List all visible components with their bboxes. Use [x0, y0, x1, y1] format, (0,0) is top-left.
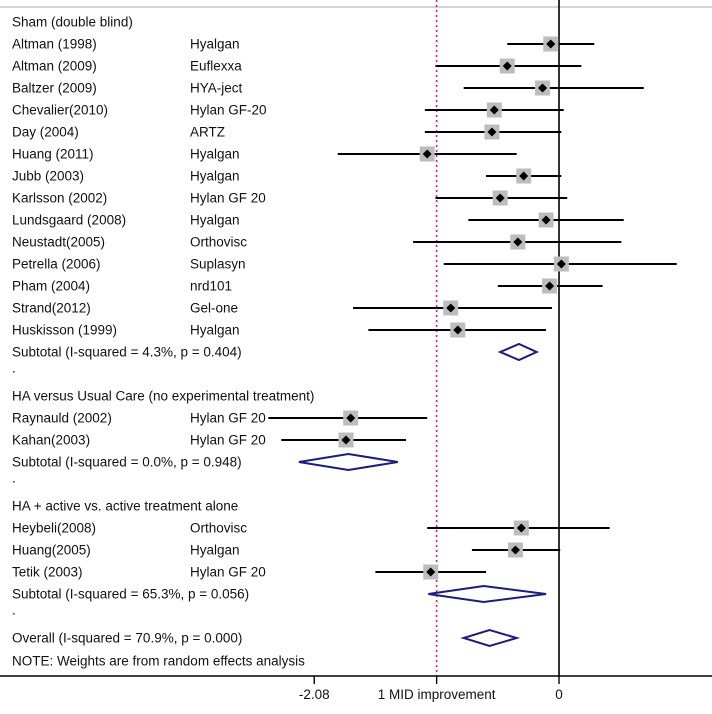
point-estimate: [516, 523, 526, 533]
study-product: Gel-one: [190, 301, 238, 316]
study-product: Hylan GF 20: [190, 565, 266, 580]
weights-note: NOTE: Weights are from random effects an…: [12, 654, 305, 669]
x-tick-label: 0: [555, 687, 563, 702]
group-header: HA + active vs. active treatment alone: [12, 499, 238, 514]
subtotal-label: Subtotal (I-squared = 4.3%, p = 0.404): [12, 345, 242, 360]
study-product: Orthovisc: [190, 521, 247, 536]
subtotal-diamond: [428, 584, 547, 604]
point-estimate: [510, 545, 520, 555]
study-product: Hylan GF-20: [190, 103, 267, 118]
study-product: Hyalgan: [190, 37, 240, 52]
point-estimate: [541, 215, 551, 225]
study-name: Strand(2012): [12, 301, 91, 316]
overall-label: Overall (I-squared = 70.9%, p = 0.000): [12, 631, 242, 646]
subtotal-diamond: [497, 342, 540, 362]
study-name: Baltzer (2009): [12, 81, 97, 96]
point-estimate: [489, 105, 499, 115]
study-product: HYA-ject: [190, 81, 243, 96]
group-header: HA versus Usual Care (no experimental tr…: [12, 389, 314, 404]
study-product: nrd101: [190, 279, 232, 294]
point-estimate: [422, 149, 432, 159]
study-product: Euflexxa: [190, 59, 242, 74]
study-name: Altman (2009): [12, 59, 97, 74]
study-product: Hyalgan: [190, 323, 240, 338]
point-estimate: [538, 83, 548, 93]
study-product: Hyalgan: [190, 213, 240, 228]
point-estimate: [346, 413, 356, 423]
study-name: Raynauld (2002): [12, 411, 112, 426]
point-estimate: [453, 325, 463, 335]
study-name: Karlsson (2002): [12, 191, 107, 206]
study-name: Pham (2004): [12, 279, 90, 294]
subtotal-label: Subtotal (I-squared = 0.0%, p = 0.948): [12, 455, 242, 470]
study-name: Tetik (2003): [12, 565, 83, 580]
subtotal-diamond: [298, 452, 398, 472]
point-estimate: [519, 171, 529, 181]
spacer-dot: .: [12, 603, 16, 618]
overall-diamond: [460, 628, 521, 648]
study-name: Neustadt(2005): [12, 235, 105, 250]
point-estimate: [513, 237, 523, 247]
group-header: Sham (double blind): [12, 15, 133, 30]
study-product: Suplasyn: [190, 257, 246, 272]
spacer-dot: .: [12, 471, 16, 486]
study-name: Chevalier(2010): [12, 103, 108, 118]
study-name: Altman (1998): [12, 37, 97, 52]
point-estimate: [426, 567, 436, 577]
point-estimate: [487, 127, 497, 137]
study-name: Day (2004): [12, 125, 79, 140]
point-estimate: [341, 435, 351, 445]
study-name: Lundsgaard (2008): [12, 213, 126, 228]
point-estimate: [502, 61, 512, 71]
study-name: Petrella (2006): [12, 257, 101, 272]
study-name: Huang (2011): [12, 147, 94, 162]
study-name: Huskisson (1999): [12, 323, 117, 338]
x-tick-label: 1 MID improvement: [378, 687, 496, 702]
study-product: Hyalgan: [190, 543, 240, 558]
study-product: Hylan GF 20: [190, 191, 266, 206]
study-product: Hylan GF 20: [190, 433, 266, 448]
study-name: Jubb (2003): [12, 169, 84, 184]
x-tick-label: -2.08: [299, 687, 330, 702]
spacer-dot: .: [12, 361, 16, 376]
study-name: Huang(2005): [12, 543, 91, 558]
study-name: Heybeli(2008): [12, 521, 96, 536]
subtotal-label: Subtotal (I-squared = 65.3%, p = 0.056): [12, 587, 249, 602]
point-estimate: [495, 193, 505, 203]
study-product: Hyalgan: [190, 169, 240, 184]
study-product: Orthovisc: [190, 235, 247, 250]
point-estimate: [446, 303, 456, 313]
point-estimate: [556, 259, 566, 269]
study-name: Kahan(2003): [12, 433, 90, 448]
point-estimate: [545, 281, 555, 291]
point-estimate: [546, 39, 556, 49]
study-product: ARTZ: [190, 125, 225, 140]
study-product: Hyalgan: [190, 147, 240, 162]
study-product: Hylan GF 20: [190, 411, 266, 426]
